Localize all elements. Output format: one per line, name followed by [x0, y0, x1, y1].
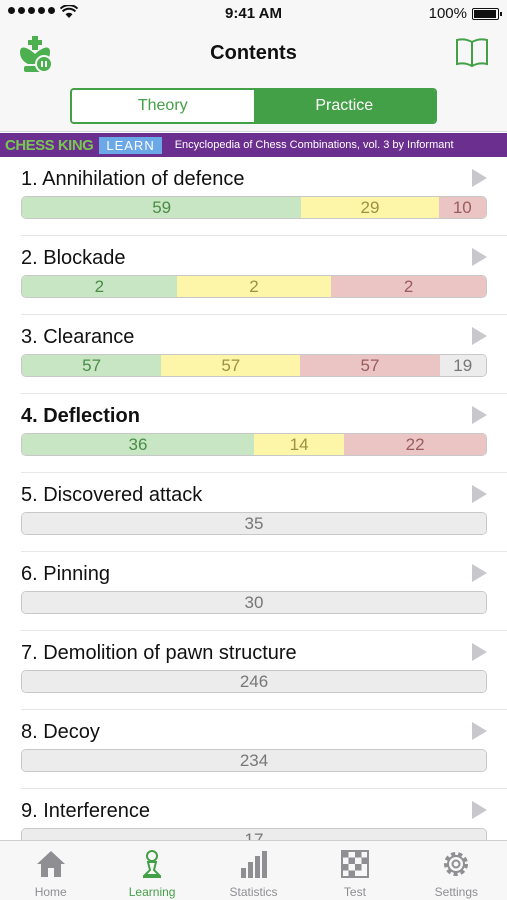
progress-segment-green: 2 [22, 276, 177, 297]
progress-segment-gray: 35 [22, 513, 486, 534]
tab-label: Test [343, 885, 366, 899]
status-time: 9:41 AM [225, 5, 282, 22]
list-item[interactable]: 2. Blockade 2 2 2 [21, 236, 507, 315]
navigation-bar: Contents [0, 28, 507, 80]
bar-chart-icon [238, 848, 270, 880]
wifi-icon [60, 5, 78, 18]
book-icon[interactable] [455, 36, 489, 68]
course-banner: CHESS KING LEARN Encyclopedia of Chess C… [0, 133, 507, 157]
list-item[interactable]: 6. Pinning 30 [21, 552, 507, 631]
play-arrow-icon[interactable] [472, 327, 487, 345]
play-arrow-icon[interactable] [472, 169, 487, 187]
theory-practice-segmented-control: Theory Practice [70, 88, 437, 124]
segment-container: Theory Practice [0, 80, 507, 132]
chess-king-logo-icon[interactable] [14, 34, 56, 76]
battery-percentage: 100% [428, 5, 467, 22]
list-item-title: 5. Discovered attack [21, 484, 203, 506]
contents-list: 1. Annihilation of defence 59 29 10 2. Block… [0, 157, 507, 840]
play-arrow-icon[interactable] [472, 248, 487, 266]
progress-bar: 246 [21, 670, 487, 693]
list-item-title: 3. Clearance [21, 326, 135, 348]
progress-bar: 35 [21, 512, 487, 535]
tab-home[interactable]: Home [0, 841, 101, 900]
progress-segment-gray: 246 [22, 671, 486, 692]
play-arrow-icon[interactable] [472, 643, 487, 661]
list-item[interactable]: 9. Interference 17 [21, 789, 507, 840]
progress-segment-green: 59 [22, 197, 302, 218]
list-item-title: 1. Annihilation of defence [21, 168, 245, 190]
progress-segment-gray: 234 [22, 750, 486, 771]
tab-label: Home [34, 885, 67, 899]
signal-strength-icon [8, 7, 55, 14]
progress-bar: 59 29 10 [21, 196, 487, 219]
progress-segment-red: 22 [344, 434, 486, 455]
chess-king-brand: CHESS KING [5, 136, 94, 154]
tab-label: Learning [128, 885, 176, 899]
tab-learning[interactable]: Learning [101, 841, 202, 900]
tab-statistics[interactable]: Statistics [203, 841, 304, 900]
page-title: Contents [210, 42, 297, 64]
play-arrow-icon[interactable] [472, 564, 487, 582]
play-arrow-icon[interactable] [472, 485, 487, 503]
progress-segment-yellow: 2 [176, 276, 332, 297]
progress-segment-green: 36 [22, 434, 254, 455]
progress-segment-red: 10 [438, 197, 486, 218]
learn-badge: LEARN [99, 136, 162, 154]
list-item[interactable]: 8. Decoy 234 [21, 710, 507, 789]
progress-segment-gray: 17 [22, 829, 486, 840]
play-arrow-icon[interactable] [472, 801, 487, 819]
gear-icon [440, 848, 472, 880]
course-subtitle: Encyclopedia of Chess Combinations, vol.… [174, 139, 454, 151]
list-item[interactable]: 5. Discovered attack 35 [21, 473, 507, 552]
home-icon [35, 848, 67, 880]
list-item-title: 4. Deflection [21, 405, 140, 427]
practice-tab[interactable]: Practice [253, 90, 435, 122]
progress-segment-gray: 19 [439, 355, 486, 376]
tab-settings[interactable]: Settings [406, 841, 507, 900]
theory-tab[interactable]: Theory [72, 90, 254, 122]
progress-bar: 17 [21, 828, 487, 840]
tab-test[interactable]: Test [304, 841, 405, 900]
progress-segment-red: 2 [331, 276, 486, 297]
battery-icon [472, 8, 502, 20]
tab-label: Statistics [229, 885, 278, 899]
progress-segment-yellow: 29 [301, 197, 439, 218]
list-item[interactable]: 1. Annihilation of defence 59 29 10 [21, 157, 507, 236]
list-item-title: 9. Interference [21, 800, 150, 822]
progress-bar: 234 [21, 749, 487, 772]
list-item[interactable]: 7. Demolition of pawn structure 246 [21, 631, 507, 710]
list-item[interactable]: 3. Clearance 57 57 57 19 [21, 315, 507, 394]
pawn-icon [136, 848, 168, 880]
status-bar: 9:41 AM 100% [0, 0, 507, 28]
progress-bar: 36 14 22 [21, 433, 487, 456]
progress-bar: 30 [21, 591, 487, 614]
list-item-title: 2. Blockade [21, 247, 126, 269]
chessboard-icon [339, 848, 371, 880]
list-item-title: 6. Pinning [21, 563, 110, 585]
progress-segment-yellow: 57 [161, 355, 301, 376]
list-item[interactable]: 4. Deflection 36 14 22 [21, 394, 507, 473]
progress-segment-yellow: 14 [254, 434, 345, 455]
tab-bar: Home Learning Statistics Test Settings [0, 840, 507, 900]
progress-segment-red: 57 [300, 355, 440, 376]
progress-segment-green: 57 [22, 355, 162, 376]
progress-segment-gray: 30 [22, 592, 486, 613]
play-arrow-icon[interactable] [472, 722, 487, 740]
tab-label: Settings [434, 885, 478, 899]
list-item-title: 8. Decoy [21, 721, 100, 743]
progress-bar: 57 57 57 19 [21, 354, 487, 377]
play-arrow-icon[interactable] [472, 406, 487, 424]
list-item-title: 7. Demolition of pawn structure [21, 642, 297, 664]
